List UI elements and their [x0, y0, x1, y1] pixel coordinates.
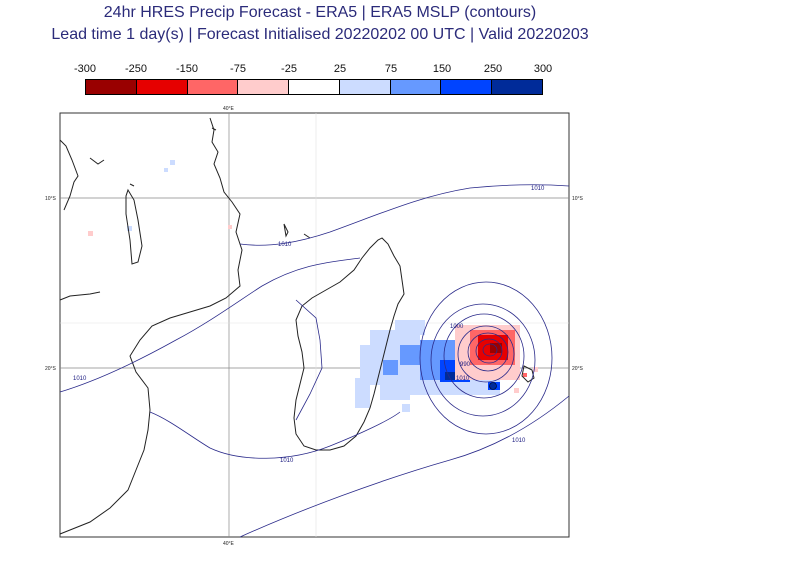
coastline-madagascar — [293, 237, 405, 451]
island-reunion — [521, 365, 535, 383]
isobar-cyclone — [443, 313, 525, 399]
isobar-label: 1010 — [278, 242, 292, 248]
colorbar-tick-label: -75 — [230, 63, 246, 75]
isobar-cyclone-core — [482, 343, 498, 357]
chart-title-line2: Lead time 1 day(s) | Forecast Initialise… — [51, 26, 589, 43]
colorbar-tick-label: 75 — [384, 63, 398, 75]
colorbar-tick-label: -250 — [124, 63, 148, 75]
precip-positive-area — [88, 160, 500, 412]
lat-label-right: 10°S — [572, 196, 584, 202]
coastlines — [59, 117, 535, 535]
lat-label-right: 20°S — [572, 366, 584, 372]
colorbar-tick-label: -150 — [175, 63, 199, 75]
colorbar-swatch — [136, 80, 188, 94]
colorbar-tick-label: -300 — [73, 63, 97, 75]
colorbar-swatch — [441, 80, 493, 94]
isobar-1010-south — [149, 411, 401, 459]
coastline-africa — [59, 117, 243, 535]
lon-label-top: 40°E — [223, 106, 235, 112]
isobar-1010-north — [239, 184, 570, 246]
isobar-cyclone — [467, 332, 509, 372]
colorbar-swatch — [339, 80, 391, 94]
island-outline — [129, 183, 135, 187]
lat-label-left: 20°S — [45, 366, 57, 372]
colorbar-tick-label: 150 — [432, 63, 452, 75]
island-outline — [89, 157, 105, 165]
isobar-cyclone — [430, 303, 536, 417]
coastline-north — [59, 139, 79, 211]
lon-label-bottom: 40°E — [223, 541, 235, 547]
isobar-1010-west — [59, 257, 361, 393]
colorbar-tick-label: 250 — [483, 63, 503, 75]
colorbar-swatch — [492, 80, 543, 94]
colorbar-bar — [85, 79, 543, 95]
island-outline — [211, 127, 217, 131]
minor-graticule — [60, 113, 569, 537]
chart-title-line1: 24hr HRES Precip Forecast - ERA5 | ERA5 … — [103, 4, 537, 21]
isobar-madagascar — [295, 299, 323, 421]
colorbar-tick-label: 25 — [333, 63, 347, 75]
island-outline — [125, 188, 143, 265]
colorbar-swatch — [238, 80, 290, 94]
colorbar-tick-label: 300 — [533, 63, 553, 75]
colorbar-swatch — [86, 80, 137, 94]
isobar-label: 1010 — [280, 458, 294, 464]
colorbar-swatch — [390, 80, 442, 94]
island-outline — [303, 233, 311, 239]
coastline-inlet — [59, 291, 101, 301]
isobar-label: 990 — [460, 362, 471, 368]
isobar-label: 1010 — [512, 438, 526, 444]
isobars — [59, 184, 570, 538]
isobar-cyclone-outer — [419, 281, 553, 435]
island-outline — [283, 223, 289, 238]
isobar-cyclone — [475, 338, 503, 364]
island-mauritius — [489, 382, 497, 390]
lat-label-left: 10°S — [45, 196, 57, 202]
isobar-label: 1000 — [450, 324, 464, 330]
colorbar-swatch — [187, 80, 239, 94]
isobar-label: 1010 — [456, 376, 470, 382]
colorbar-swatch — [289, 80, 340, 94]
isobar-cyclone — [457, 325, 515, 383]
isobar-label: 1010 — [531, 186, 545, 192]
colorbar-tick-label: -25 — [281, 63, 297, 75]
isobar-label: 1010 — [73, 376, 87, 382]
isobar-1010-southeast — [239, 395, 570, 538]
